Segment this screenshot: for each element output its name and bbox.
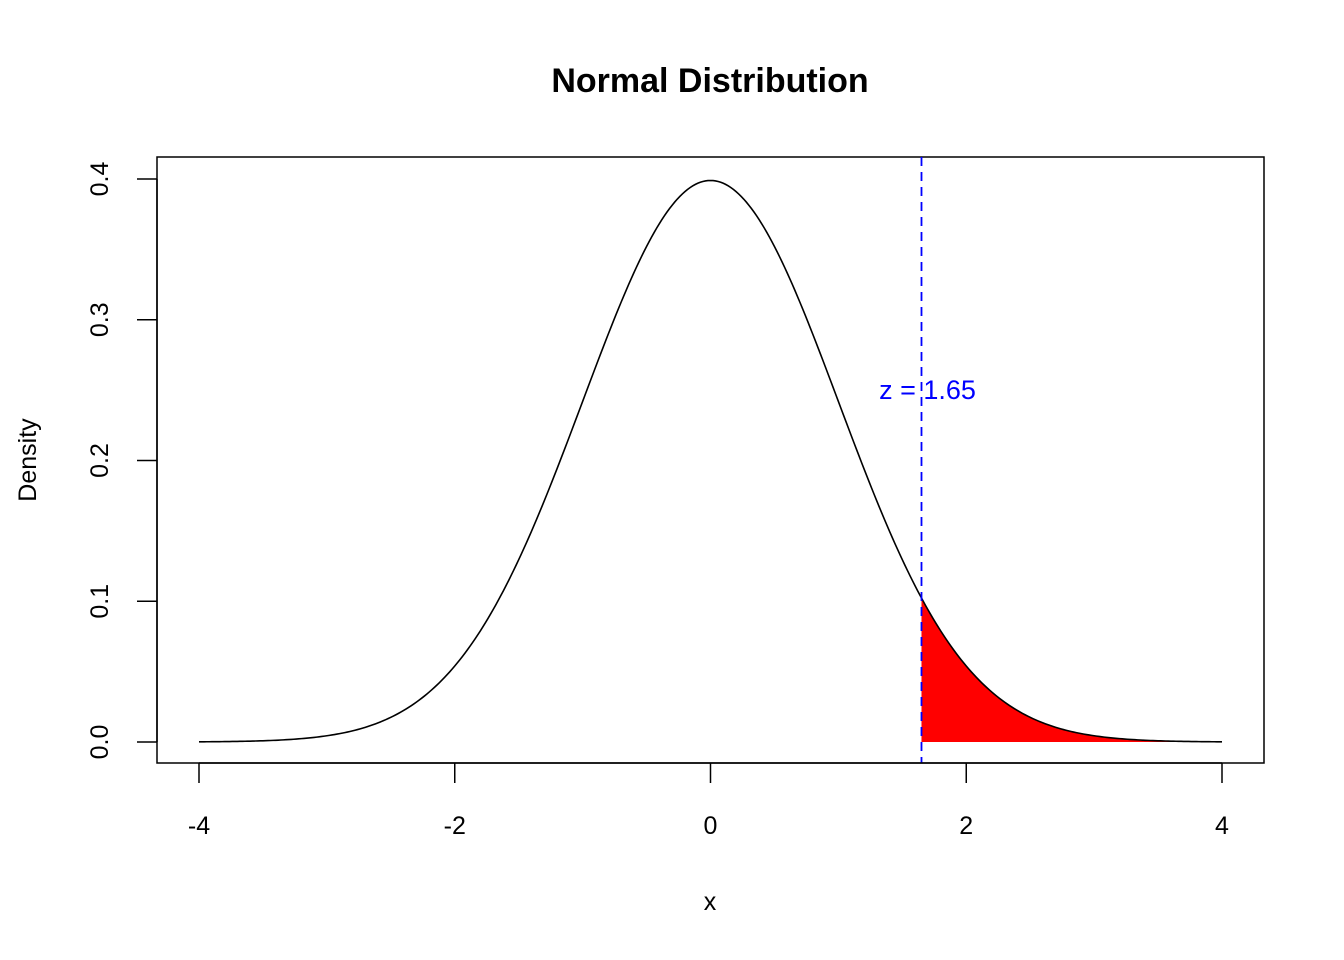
y-axis: 0.0 0.1 0.2 0.3 0.4 <box>86 162 158 760</box>
z-annotation: z = 1.65 <box>879 375 976 405</box>
density-curve <box>198 179 1223 743</box>
x-axis-label: x <box>704 888 717 916</box>
x-tick-label: 2 <box>959 812 973 840</box>
shaded-tail-area <box>921 598 1222 742</box>
chart-title: Normal Distribution <box>551 62 868 100</box>
x-tick-label: 0 <box>704 812 718 840</box>
x-tick-label: 4 <box>1215 812 1229 840</box>
x-tick-label: -4 <box>188 812 210 840</box>
y-tick-label: 0.0 <box>86 725 114 760</box>
y-tick-label: 0.3 <box>86 302 114 337</box>
y-axis-label: Density <box>14 418 42 502</box>
y-tick-label: 0.1 <box>86 584 114 619</box>
x-axis: -4 -2 0 2 4 <box>188 762 1229 840</box>
plot-frame <box>156 156 1265 764</box>
x-tick-label: -2 <box>444 812 466 840</box>
y-tick-label: 0.4 <box>86 162 114 197</box>
y-tick-label: 0.2 <box>86 443 114 478</box>
